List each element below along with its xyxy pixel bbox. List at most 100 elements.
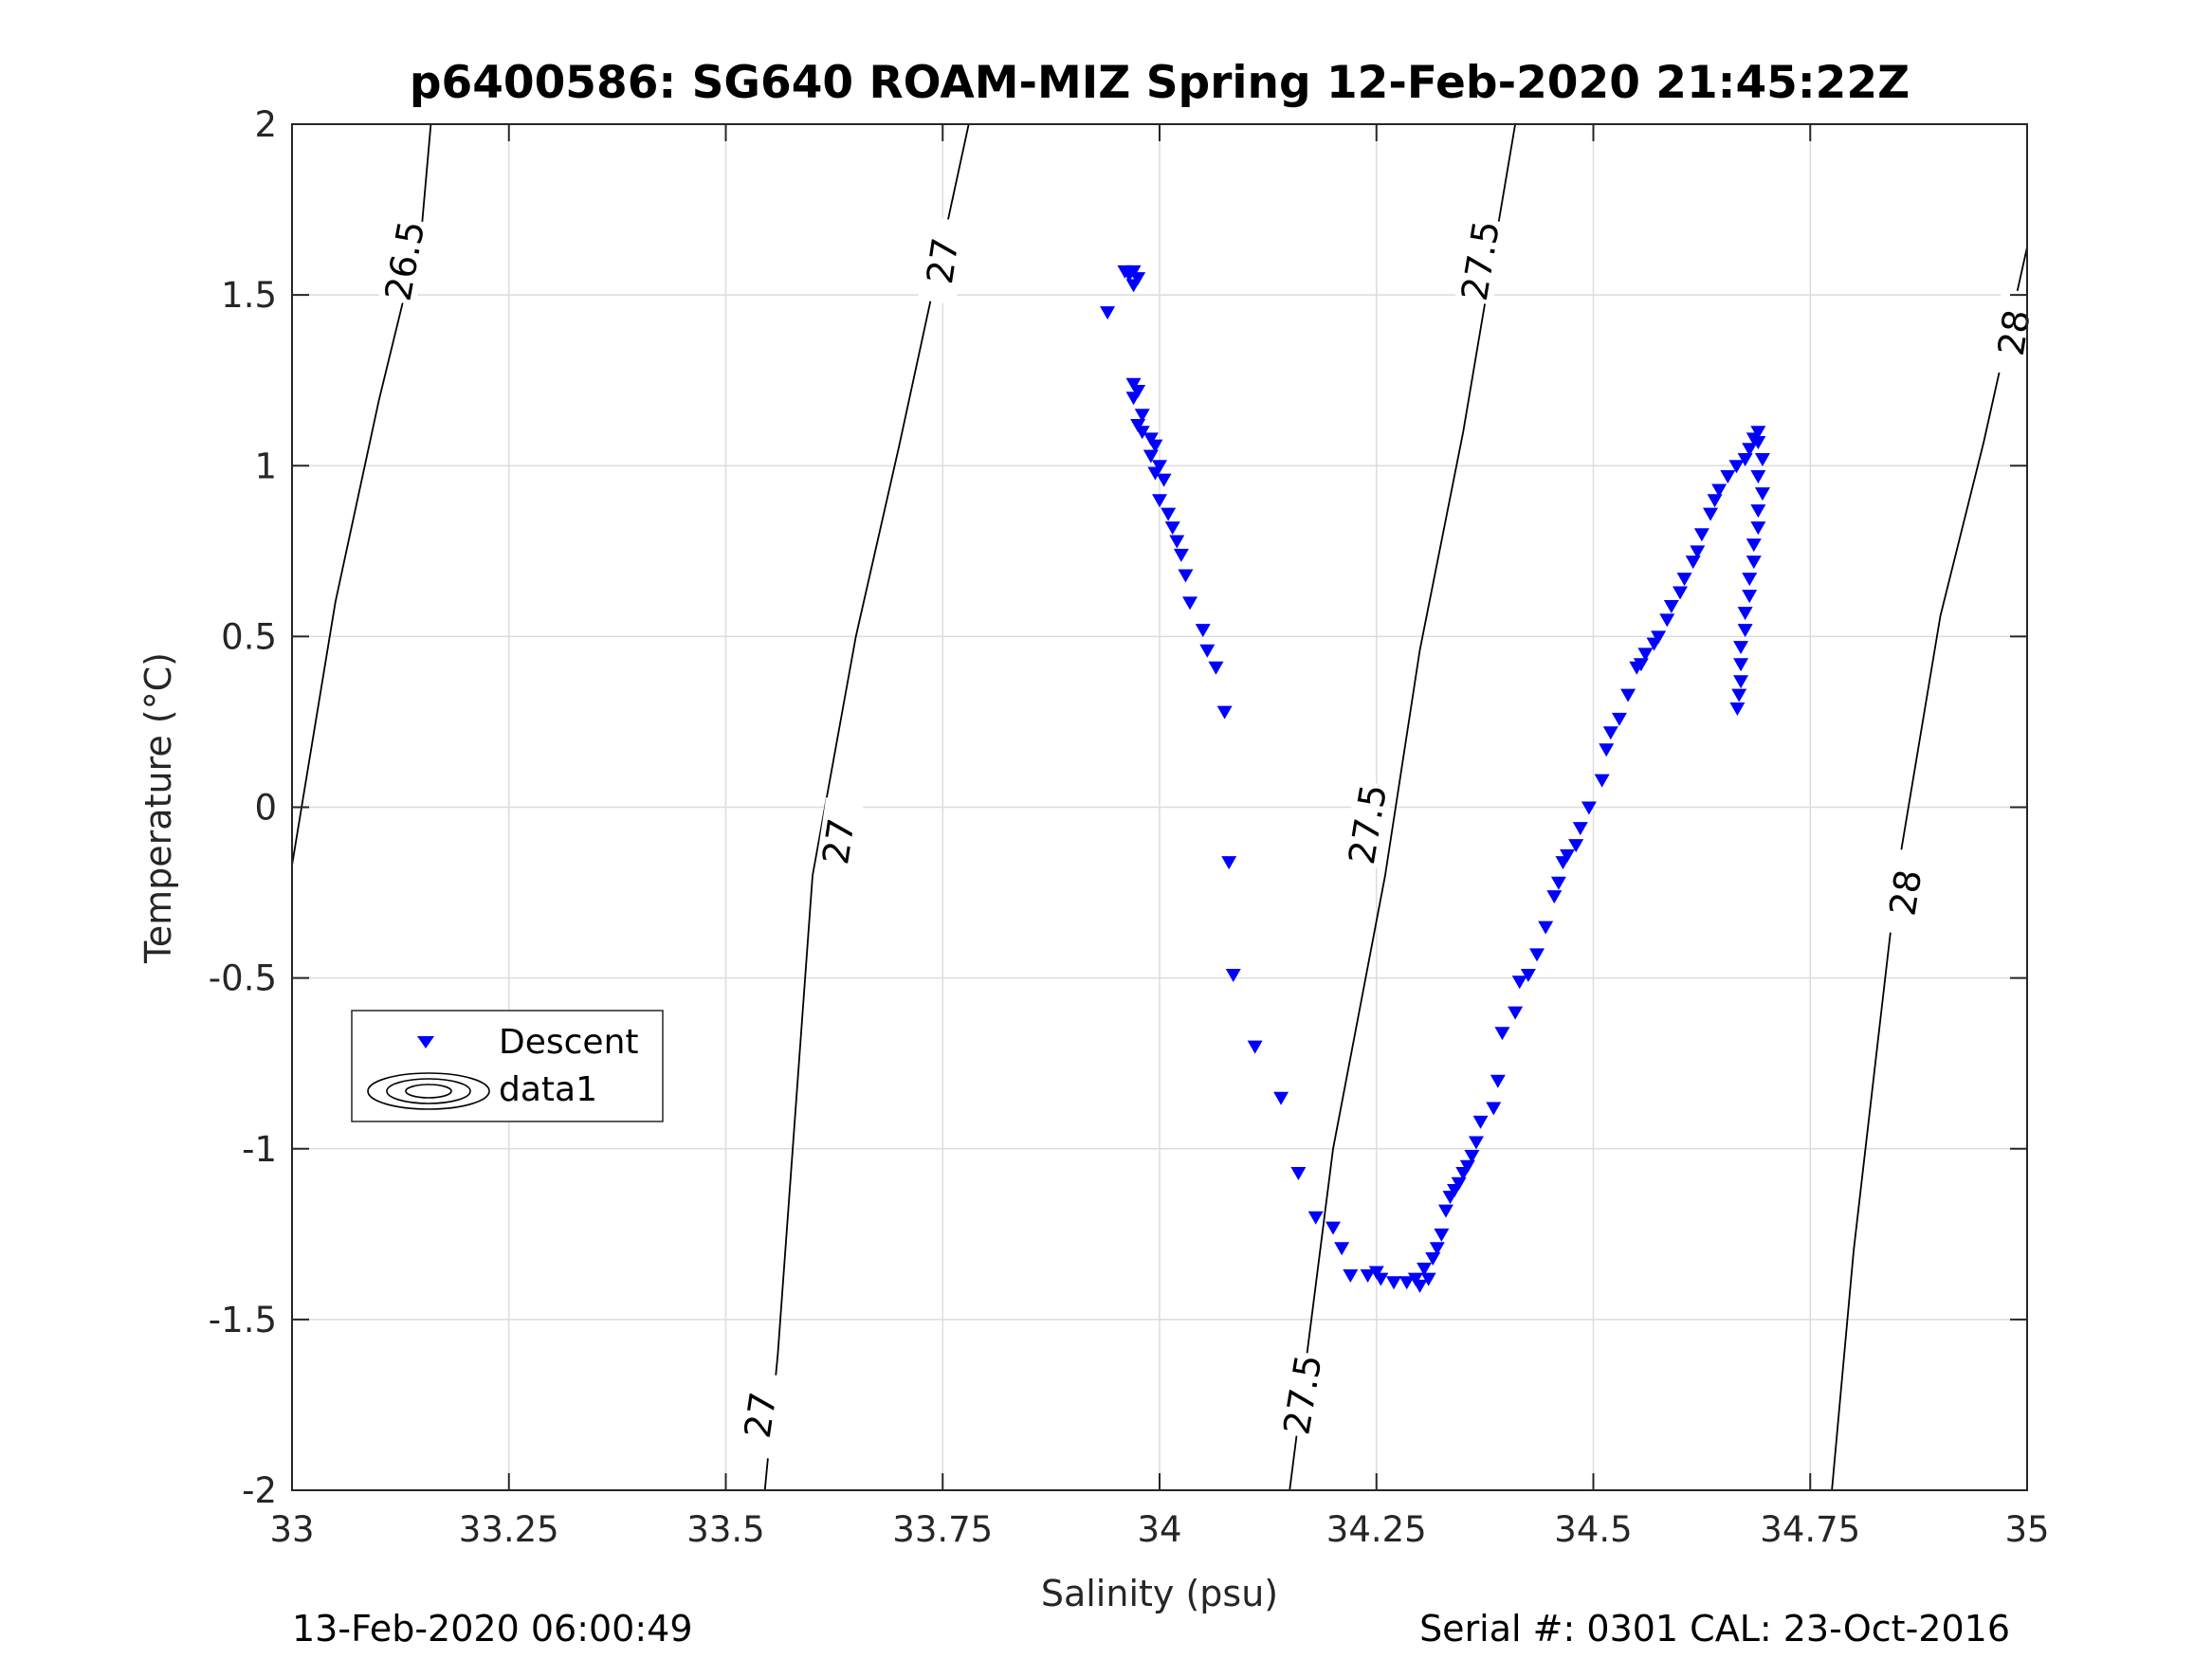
descent-point (1490, 1074, 1506, 1088)
y-tick-label: -1 (242, 1129, 277, 1170)
descent-point (1750, 470, 1766, 484)
descent-point (1663, 599, 1679, 613)
descent-point (1273, 1091, 1289, 1105)
density-contour-label: 28 (1881, 866, 1929, 919)
descent-point (1581, 801, 1597, 815)
legend-descent-marker (417, 1036, 434, 1048)
descent-point (1594, 774, 1610, 788)
x-tick-label: 33 (269, 1509, 314, 1550)
descent-point (1130, 272, 1146, 286)
descent-point (1572, 822, 1588, 836)
descent-point (1417, 1262, 1433, 1276)
descent-point (1459, 1159, 1475, 1174)
y-tick-label: 1 (254, 446, 277, 486)
descent-point (1754, 487, 1770, 501)
descent-point (1147, 466, 1163, 481)
y-tick-label: 2 (254, 104, 277, 145)
descent-point (1125, 377, 1142, 392)
descent-point (1508, 1006, 1524, 1020)
descent-point (1125, 279, 1142, 293)
x-tick-label: 34.75 (1760, 1509, 1860, 1550)
descent-point (1550, 876, 1566, 890)
descent-point (1731, 688, 1747, 702)
descent-point (1733, 641, 1749, 655)
descent-point (1737, 453, 1753, 467)
descent-point (1750, 436, 1766, 450)
descent-point (1733, 658, 1749, 672)
descent-point (1152, 494, 1167, 508)
descent-point (1602, 726, 1618, 740)
descent-point (1468, 1136, 1484, 1150)
descent-point (1520, 969, 1536, 983)
descent-point (1152, 460, 1167, 474)
x-tick-label: 33.25 (459, 1509, 559, 1550)
descent-point (1386, 1276, 1402, 1290)
descent-point (1511, 975, 1527, 990)
descent-point (1746, 556, 1762, 570)
descent-point (1360, 1269, 1376, 1284)
descent-point (1728, 460, 1745, 474)
descent-point (1486, 1102, 1502, 1116)
y-tick-label: -1.5 (209, 1300, 277, 1340)
density-contour-label: 28 (1990, 307, 2038, 359)
legend: Descent data1 (351, 1010, 664, 1122)
descent-point (1737, 607, 1753, 621)
descent-point (1529, 948, 1545, 962)
descent-point (1221, 856, 1237, 870)
descent-point (1134, 426, 1150, 440)
descent-point (1750, 426, 1766, 440)
descent-point (1611, 712, 1627, 726)
descent-point (1746, 538, 1762, 553)
legend-data1-label: data1 (499, 1070, 597, 1109)
y-tick-label: 0.5 (221, 616, 277, 657)
footer-timestamp: 13-Feb-2020 06:00:49 (292, 1608, 693, 1650)
chart-title: p6400586: SG640 ROAM-MIZ Spring 12-Feb-2… (410, 57, 1910, 109)
descent-point (1125, 392, 1142, 406)
descent-series (1100, 264, 1770, 1293)
descent-point (1494, 1027, 1510, 1041)
descent-point (1690, 545, 1706, 559)
y-tick-label: -0.5 (209, 958, 277, 999)
descent-point (1754, 453, 1770, 467)
legend-descent-label: Descent (499, 1023, 639, 1062)
descent-point (1707, 494, 1723, 508)
descent-point (1173, 548, 1189, 562)
descent-point (1437, 1204, 1453, 1218)
descent-point (1742, 573, 1758, 587)
descent-point (1334, 1242, 1350, 1256)
density-contour-line (1289, 123, 1516, 1491)
descent-point (1407, 1272, 1423, 1286)
x-axis-label: Salinity (psu) (1041, 1573, 1278, 1614)
descent-point (1472, 1115, 1489, 1129)
y-axis-label: Temperature (°C) (137, 652, 179, 964)
x-tick-label: 33.5 (686, 1509, 764, 1550)
descent-point (1143, 432, 1159, 447)
descent-point (1208, 661, 1224, 675)
descent-point (1420, 1272, 1436, 1286)
descent-point (1130, 384, 1146, 398)
descent-point (1659, 613, 1675, 628)
descent-point (1685, 556, 1701, 570)
legend-contour-icon (367, 1072, 490, 1110)
descent-point (1195, 624, 1211, 638)
descent-point (1325, 1221, 1341, 1235)
descent-point (1156, 473, 1172, 487)
descent-point (1225, 969, 1241, 983)
y-tick-label: 1.5 (221, 275, 277, 316)
density-contour-label: 27 (919, 235, 967, 286)
descent-point (1750, 504, 1766, 519)
descent-point (1568, 839, 1584, 853)
x-tick-label: 33.75 (892, 1509, 993, 1550)
descent-point (1693, 528, 1709, 542)
descent-point (1676, 573, 1692, 587)
descent-point (1216, 705, 1233, 720)
descent-point (1182, 596, 1198, 611)
descent-point (1538, 921, 1554, 935)
descent-point (1673, 586, 1688, 600)
legend-box (351, 1010, 664, 1122)
descent-point (1742, 443, 1758, 457)
descent-point (1169, 535, 1185, 549)
footer-serial-cal: Serial #: 0301 CAL: 23-Oct-2016 (1419, 1608, 2010, 1650)
descent-point (1434, 1228, 1450, 1242)
